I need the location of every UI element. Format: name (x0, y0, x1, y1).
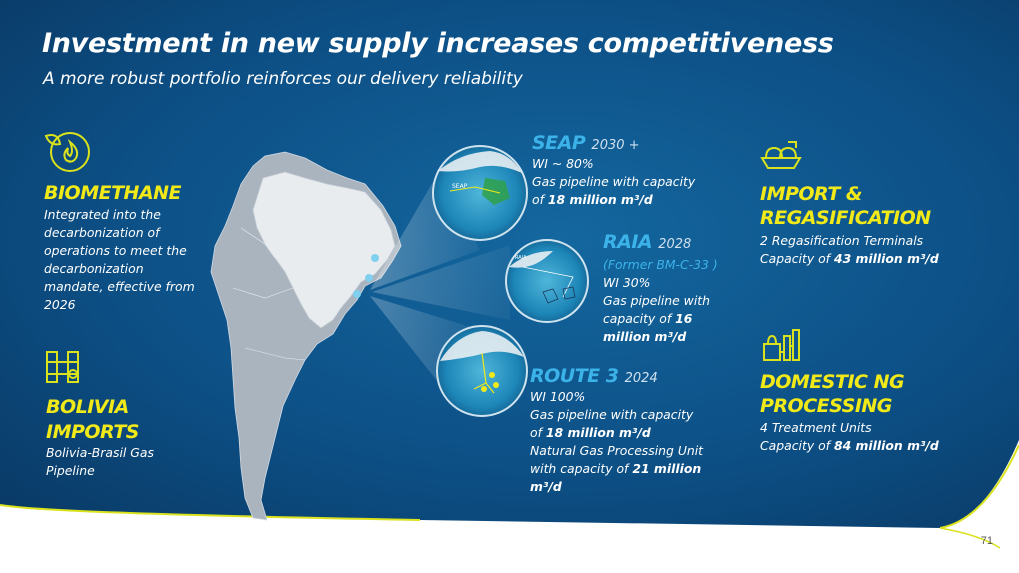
import-line-prefix: Capacity of (760, 251, 834, 266)
domestic-heading-1: DOMESTIC NG (760, 371, 905, 393)
route3-map-circle (436, 325, 528, 417)
raia-capacity-unit: million m³/d (603, 329, 687, 344)
biomethane-line: decarbonization of (44, 225, 160, 240)
seap-heading: SEAP 2030 + (532, 131, 640, 158)
biomethane-line: decarbonization (44, 261, 144, 276)
biomethane-line: Integrated into the (44, 207, 161, 222)
seap-year: 2030 + (591, 138, 640, 153)
route3-heading: ROUTE 3 2024 (530, 364, 658, 391)
bolivia-line: Pipeline (46, 463, 95, 478)
domestic-description: 4 Treatment Units Capacity of 84 million… (760, 419, 939, 455)
seap-map-circle: SEAP (432, 145, 528, 241)
route3-line: m³/d (530, 478, 703, 496)
raia-map-circle: RAIA (505, 239, 589, 323)
bolivia-line: Bolivia-Brasil Gas (46, 445, 154, 460)
import-heading-2: REGASIFICATION (760, 207, 931, 229)
route3-line: Natural Gas Processing Unit (530, 443, 704, 458)
seap-title: SEAP (532, 132, 586, 154)
raia-description: (Former BM-C-33 ) WI 30% Gas pipeline wi… (603, 256, 718, 346)
import-heading-1: IMPORT & (760, 183, 862, 205)
route3-line: Gas pipeline with capacity (530, 407, 694, 422)
route3-wi: WI 100% (530, 389, 586, 404)
raia-title: RAIA (603, 231, 653, 253)
lng-ship-icon (760, 141, 802, 169)
biomethane-flame-leaf-icon (44, 132, 90, 172)
route3-year: 2024 (624, 371, 658, 386)
route3-processing-unit: m³/d (530, 479, 562, 494)
raia-tag: RAIA (515, 255, 527, 261)
route3-line: with capacity of 21 million (530, 460, 703, 478)
processing-plant-icon (763, 329, 800, 361)
route3-capacity: 18 million m³/d (545, 425, 651, 440)
raia-wi: WI 30% (603, 275, 651, 290)
route3-line: of 18 million m³/d (530, 424, 703, 442)
raia-heading: RAIA 2028 (603, 230, 691, 257)
biomethane-description: Integrated into the decarbonization of o… (44, 206, 195, 314)
seap-description: WI ~ 80% Gas pipeline with capacity of 1… (532, 155, 695, 209)
route3-description: WI 100% Gas pipeline with capacity of 18… (530, 388, 703, 496)
bolivia-description: Bolivia-Brasil Gas Pipeline (46, 444, 154, 480)
domestic-line-prefix: Capacity of (760, 438, 834, 453)
raia-line: capacity of 16 (603, 310, 718, 328)
raia-capacity: 16 (675, 311, 693, 326)
bolivia-heading-2: IMPORTS (46, 421, 139, 443)
biomethane-line: mandate, effective from (44, 279, 195, 294)
seap-line: of 18 million m³/d (532, 191, 695, 209)
biomethane-line: operations to meet the (44, 243, 187, 258)
seap-capacity: 18 million m³/d (547, 192, 653, 207)
biomethane-heading: BIOMETHANE (44, 182, 182, 204)
raia-year: 2028 (658, 237, 692, 252)
seap-tag: SEAP (452, 183, 468, 190)
pipeline-valve-icon (46, 351, 79, 383)
domestic-heading-2: PROCESSING (760, 395, 892, 417)
route3-title: ROUTE 3 (530, 365, 619, 387)
route3-processing-capacity: 21 million (632, 461, 702, 476)
domestic-line: Capacity of 84 million m³/d (760, 437, 939, 455)
domestic-line: 4 Treatment Units (760, 420, 872, 435)
biomethane-line: 2026 (44, 297, 76, 312)
south-america-map (210, 151, 402, 521)
route3-line-prefix: with capacity of (530, 461, 633, 476)
import-line: Capacity of 43 million m³/d (760, 250, 939, 268)
page-number: 71 (980, 535, 993, 547)
domestic-capacity: 84 million m³/d (833, 438, 939, 453)
page-subtitle: A more robust portfolio reinforces our d… (43, 69, 523, 89)
page-title: Investment in new supply increases compe… (42, 28, 834, 59)
seap-line: Gas pipeline with capacity (532, 174, 696, 189)
seap-line-prefix: of (532, 192, 548, 207)
raia-former: (Former BM-C-33 ) (603, 257, 718, 272)
raia-line: million m³/d (603, 328, 718, 346)
bolivia-heading-1: BOLIVIA (46, 396, 129, 418)
raia-line-prefix: capacity of (603, 311, 676, 326)
import-capacity: 43 million m³/d (833, 251, 939, 266)
raia-line: Gas pipeline with (603, 293, 710, 308)
import-description: 2 Regasification Terminals Capacity of 4… (760, 232, 939, 268)
seap-wi: WI ~ 80% (532, 156, 594, 171)
route3-line-prefix: of (530, 425, 546, 440)
import-line: 2 Regasification Terminals (760, 233, 924, 248)
